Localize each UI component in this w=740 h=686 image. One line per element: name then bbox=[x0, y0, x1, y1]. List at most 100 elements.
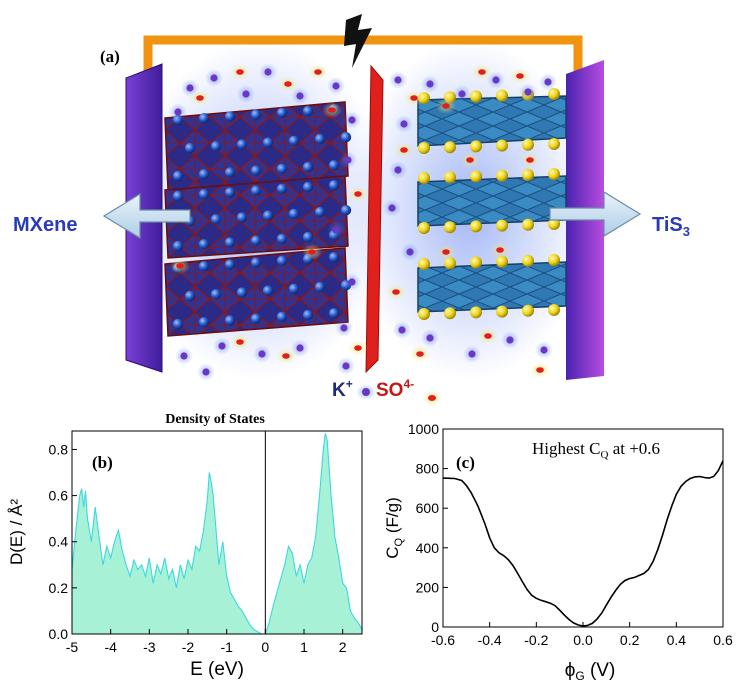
sulfur-atom bbox=[470, 220, 482, 233]
mxene-atom bbox=[210, 141, 222, 152]
mxene-atom bbox=[262, 210, 274, 221]
potassium-ion bbox=[400, 120, 408, 128]
dos-filled-area bbox=[72, 433, 362, 634]
sulfur-atom bbox=[548, 218, 560, 230]
sulfur-atom bbox=[444, 171, 456, 184]
y-tick-label: 0.8 bbox=[49, 441, 69, 457]
potassium-ion bbox=[394, 166, 402, 174]
mxene-atom bbox=[328, 180, 340, 191]
potassium-ion bbox=[348, 278, 356, 286]
sulfate-ion bbox=[328, 107, 336, 113]
panel-c-x-axis-label: ϕG (V) bbox=[565, 660, 616, 683]
y-tick-label: 0.0 bbox=[49, 626, 69, 642]
potassium-ion bbox=[180, 352, 188, 360]
panel-b-x-ticks: -5 -4 -3 -2 -1 0 1 2 bbox=[66, 629, 347, 655]
x-tick-label: 2 bbox=[339, 639, 347, 655]
dos-curve-line bbox=[71, 433, 363, 635]
sulfur-atom bbox=[444, 141, 456, 154]
potassium-ion bbox=[492, 76, 500, 84]
sulfate-ion bbox=[354, 191, 362, 197]
sulfur-atom bbox=[470, 140, 482, 153]
mxene-atom bbox=[302, 161, 314, 173]
mxene-atom bbox=[224, 315, 236, 326]
x-tick-label: -0.4 bbox=[478, 632, 502, 648]
sulfur-atom bbox=[548, 304, 560, 316]
cation-marker-icon bbox=[362, 388, 370, 396]
mxene-atom bbox=[236, 287, 248, 298]
sulfate-ion bbox=[236, 69, 244, 75]
potassium-ion bbox=[242, 90, 250, 98]
sulfur-atom bbox=[418, 308, 430, 320]
panel-b-dos-chart: Density of States -5 -4 -3 -2 -1 0 1 2 0.00.20.… bbox=[7, 412, 363, 680]
mxene-arrow-icon bbox=[102, 192, 191, 240]
y-tick-label: 400 bbox=[416, 540, 440, 556]
mxene-atom bbox=[224, 111, 236, 122]
potassium-ion bbox=[218, 342, 226, 350]
panel-a-label: (a) bbox=[100, 47, 120, 66]
tis3-arrow-icon bbox=[549, 190, 642, 238]
y-tick-label: 800 bbox=[416, 461, 440, 477]
sulfate-ion bbox=[466, 157, 474, 163]
sulfur-atom bbox=[548, 168, 560, 180]
sulfate-ion bbox=[314, 69, 322, 75]
mxene-atom bbox=[328, 252, 340, 263]
sulfur-atom bbox=[418, 172, 430, 184]
mxene-atom bbox=[198, 317, 210, 328]
panel-c-label: (c) bbox=[456, 453, 475, 472]
sulfur-atom bbox=[418, 222, 430, 234]
x-tick-label: 1 bbox=[300, 639, 308, 655]
sulfur-atom bbox=[496, 139, 508, 152]
sulfur-atom bbox=[444, 307, 456, 320]
sulfate-ion bbox=[410, 95, 418, 101]
y-tick-label: 0.4 bbox=[49, 534, 69, 550]
x-tick-label: -1 bbox=[220, 639, 233, 655]
sulfur-atom bbox=[444, 257, 456, 270]
mxene-atom bbox=[262, 137, 274, 148]
x-tick-label: -5 bbox=[66, 639, 79, 655]
sulfur-atom bbox=[548, 254, 560, 266]
sulfur-atom bbox=[470, 170, 482, 183]
sulfur-atom bbox=[418, 258, 430, 270]
sulfate-ion bbox=[282, 353, 290, 359]
panel-c-y-axis-label: CQ (F/g) bbox=[383, 497, 405, 558]
potassium-ion bbox=[506, 336, 514, 344]
tis3-label: TiS3 bbox=[652, 214, 690, 239]
x-tick-label: 0.2 bbox=[620, 632, 640, 648]
mxene-atom bbox=[302, 181, 314, 193]
x-tick-label: -2 bbox=[182, 639, 195, 655]
mxene-atom bbox=[224, 237, 236, 248]
sulfur-atom bbox=[522, 168, 534, 181]
mxene-atom bbox=[328, 308, 340, 319]
mxene-atom bbox=[172, 170, 184, 182]
x-tick-label: -3 bbox=[143, 639, 156, 655]
potassium-ion bbox=[264, 68, 272, 76]
mxene-atom bbox=[198, 169, 210, 180]
sulfur-atom bbox=[496, 169, 508, 182]
x-tick-label: -0.6 bbox=[431, 632, 455, 648]
mxene-atom bbox=[340, 132, 352, 143]
panel-b-y-ticks: 0.0 0.2 0.4 0.6 0.8 bbox=[49, 441, 77, 642]
y-tick-label: 0 bbox=[431, 619, 439, 635]
sulfate-ion bbox=[536, 367, 544, 373]
sulfate-ion bbox=[416, 351, 424, 357]
sulfur-atom bbox=[470, 256, 482, 269]
mxene-atom bbox=[250, 235, 262, 246]
potassium-ion bbox=[342, 362, 350, 370]
potassium-ion bbox=[332, 226, 340, 234]
potassium-ion bbox=[348, 116, 356, 124]
potassium-ion bbox=[458, 90, 466, 98]
mxene-atom bbox=[210, 214, 222, 225]
mxene-atom bbox=[276, 311, 288, 322]
potassium-ion bbox=[258, 350, 266, 358]
mxene-atom bbox=[302, 231, 314, 243]
mxene-atom bbox=[250, 257, 262, 268]
x-tick-label: 0.0 bbox=[573, 632, 593, 648]
mxene-atom bbox=[250, 313, 262, 324]
mxene-atom bbox=[184, 142, 196, 154]
mxene-atom bbox=[198, 113, 210, 124]
panel-b-x-axis-label: E (eV) bbox=[190, 659, 244, 680]
mxene-atom bbox=[236, 212, 248, 223]
sulfate-ion bbox=[526, 157, 534, 163]
anion-label: SO4- bbox=[376, 377, 414, 401]
